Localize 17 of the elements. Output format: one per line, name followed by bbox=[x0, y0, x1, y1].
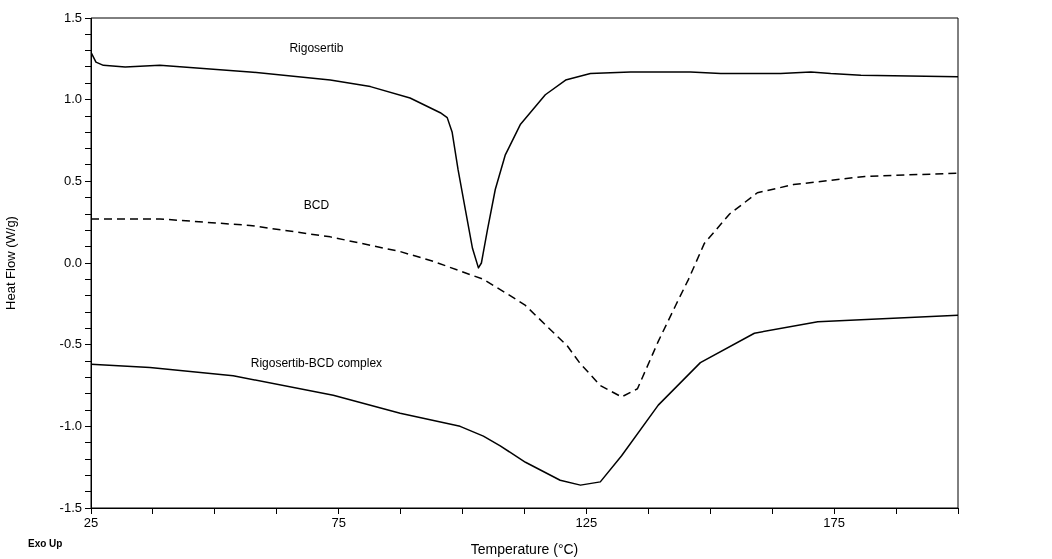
text: Exo Up bbox=[28, 538, 63, 549]
x-axis-title: Temperature (°C) bbox=[470, 541, 579, 558]
y-tick-label: 1.5 bbox=[63, 9, 82, 25]
x-tick-label: 125 bbox=[575, 515, 598, 531]
y-tick-label: -0.5 bbox=[59, 336, 82, 352]
series-label: BCD bbox=[303, 197, 330, 212]
series-label: Rigosertib-BCD complex bbox=[250, 356, 383, 371]
y-tick-label: -1.5 bbox=[59, 499, 82, 515]
series-label: Rigosertib bbox=[289, 41, 344, 56]
y-tick-label: -1.0 bbox=[59, 417, 82, 433]
x-tick-label: 25 bbox=[83, 515, 99, 531]
y-tick-label: 0.5 bbox=[63, 172, 82, 188]
y-axis-title: Heat Flow (W/g) bbox=[3, 216, 19, 310]
x-tick-label: 175 bbox=[823, 515, 845, 531]
y-tick-label: 1.0 bbox=[63, 91, 82, 107]
y-tick-label: 0.0 bbox=[63, 254, 82, 270]
x-tick-label: 75 bbox=[331, 515, 346, 531]
